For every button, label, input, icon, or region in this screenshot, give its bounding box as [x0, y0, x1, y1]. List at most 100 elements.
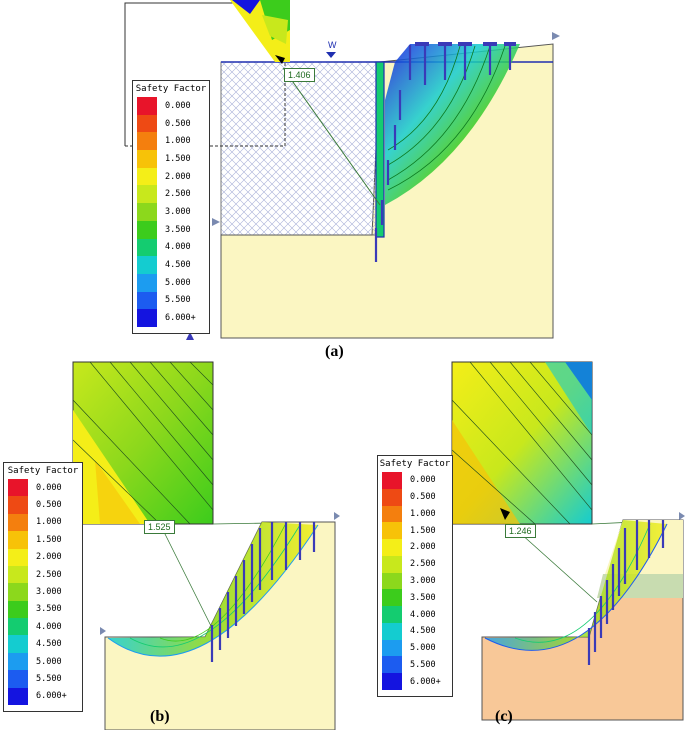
legend-item: 0.500	[137, 114, 191, 133]
legend-item: 3.000	[382, 572, 436, 590]
legend-item: 0.500	[382, 488, 436, 506]
legend-label: 3.000	[165, 206, 191, 217]
min-safety-factor-label: 1.246	[505, 524, 536, 538]
panel-a-model	[124, 0, 560, 340]
anchors	[374, 45, 512, 262]
legend-item: 3.000	[137, 203, 191, 221]
min-safety-factor-label: 1.406	[284, 68, 315, 82]
legend-swatch	[382, 639, 402, 657]
legend-label: 3.000	[410, 575, 436, 586]
legend-label: 1.500	[165, 153, 191, 164]
legend-item: 0.000	[8, 479, 62, 497]
slip-surface-zone	[108, 522, 318, 657]
legend-label: 2.000	[165, 171, 191, 182]
legend-swatch	[137, 132, 157, 151]
legend-label: 0.000	[410, 475, 436, 486]
legend-swatch	[8, 565, 28, 584]
retaining-wall	[375, 61, 385, 238]
legend-swatch	[382, 589, 402, 607]
legend-label: 0.500	[410, 492, 436, 503]
legend-label: 2.500	[165, 189, 191, 200]
legend-label: 3.500	[36, 604, 62, 615]
legend-item: 2.500	[8, 565, 62, 584]
legend-item: 6.000+	[137, 309, 196, 327]
legend-swatch	[382, 555, 402, 573]
legend-swatch	[8, 652, 28, 671]
legend-label: 4.000	[36, 621, 62, 632]
legend-item: 5.500	[8, 670, 62, 688]
legend-item: 4.500	[382, 622, 436, 640]
safety-factor-legend: Safety Factor 0.000 0.500 1.000 1.500 2.000 2.…	[377, 455, 453, 697]
slip-surface-zone	[385, 44, 520, 205]
anchors	[587, 520, 665, 665]
legend-label: 5.500	[36, 673, 62, 684]
legend-item: 5.000	[137, 273, 191, 292]
min-safety-factor-label: 1.525	[144, 520, 175, 534]
legend-swatch	[382, 522, 402, 540]
legend-swatch	[382, 572, 402, 590]
legend-swatch	[8, 531, 28, 549]
min-sf-leader	[282, 67, 381, 206]
legend-label: 3.500	[410, 592, 436, 603]
legend-item: 2.500	[382, 555, 436, 573]
legend-swatch	[382, 606, 402, 623]
legend-swatch	[137, 273, 157, 292]
legend-item: 0.000	[382, 472, 436, 489]
legend-swatch	[8, 670, 28, 688]
legend-item: 5.000	[382, 639, 436, 657]
panel-c-caption: (c)	[495, 708, 513, 725]
legend-swatch	[137, 309, 157, 327]
legend-item: 4.500	[137, 256, 191, 274]
legend-label: 5.500	[165, 295, 191, 306]
legend-item: 4.500	[8, 635, 62, 653]
legend-swatch	[137, 256, 157, 274]
panel-b: 1.525 Safety Factor 0.000 0.500 1.000 1.500 2…	[0, 360, 345, 730]
legend-label: 4.000	[410, 609, 436, 620]
legend-item: 5.500	[137, 291, 191, 310]
legend-label: 5.500	[410, 659, 436, 670]
legend-swatch	[8, 687, 28, 705]
legend-item: 2.500	[137, 185, 191, 204]
legend-title: Safety Factor	[135, 84, 207, 94]
legend-swatch	[8, 583, 28, 601]
legend-item: 1.500	[382, 522, 436, 540]
legend-label: 1.500	[36, 534, 62, 545]
legend-label: 4.500	[410, 626, 436, 637]
legend-label: 1.000	[36, 517, 62, 528]
legend-item: 6.000+	[382, 673, 441, 690]
legend-label: 2.500	[36, 569, 62, 580]
legend-item: 2.000	[8, 548, 62, 566]
legend-item: 1.000	[137, 132, 191, 151]
legend-swatch	[137, 97, 157, 115]
legend-label: 2.000	[410, 542, 436, 553]
legend-title: Safety Factor	[7, 466, 79, 476]
legend-swatch	[8, 618, 28, 636]
legend-item: 2.000	[382, 539, 436, 556]
legend-swatch	[382, 622, 402, 640]
safety-factor-legend: Safety Factor 0.000 0.500 1.000 1.500 2.000 2.…	[3, 462, 83, 712]
safety-factor-legend: Safety Factor 0.000 0.500 1.000 1.500 2.000 2.…	[132, 80, 210, 334]
legend-swatch	[8, 635, 28, 653]
panel-c: 1.246 Safety Factor 0.000 0.500 1.000 1.500 2…	[345, 360, 685, 730]
legend-label: 5.000	[165, 277, 191, 288]
legend-label: 0.500	[36, 500, 62, 511]
panel-a-caption: (a)	[325, 343, 344, 360]
legend-item: 4.000	[137, 238, 191, 257]
legend-swatch	[137, 150, 157, 168]
slip-grid-outline	[124, 2, 240, 146]
water-table-label: W	[328, 40, 337, 50]
legend-swatch	[382, 673, 402, 690]
legend-item: 3.500	[137, 220, 191, 239]
legend-item: 0.500	[8, 496, 62, 514]
legend-item: 4.000	[8, 618, 62, 636]
panel-b-model	[72, 361, 340, 730]
panel-b-caption: (b)	[150, 708, 170, 725]
legend-swatch	[382, 488, 402, 506]
legend-swatch	[8, 496, 28, 514]
legend-item: 5.000	[8, 652, 62, 671]
legend-swatch	[137, 185, 157, 204]
legend-swatch	[8, 513, 28, 532]
legend-item: 1.500	[8, 531, 62, 549]
legend-swatch	[137, 291, 157, 310]
legend-label: 3.500	[165, 224, 191, 235]
